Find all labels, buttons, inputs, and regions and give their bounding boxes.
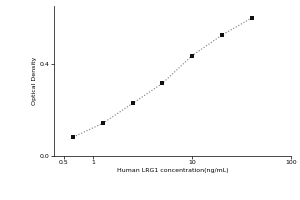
Point xyxy=(71,135,76,139)
X-axis label: Human LRG1 concentration(ng/mL): Human LRG1 concentration(ng/mL) xyxy=(117,168,228,173)
Point xyxy=(100,122,105,125)
Point xyxy=(249,16,254,20)
Point xyxy=(220,33,224,37)
Y-axis label: Optical Density: Optical Density xyxy=(32,57,37,105)
Point xyxy=(130,102,135,105)
Point xyxy=(190,54,195,57)
Point xyxy=(160,82,165,85)
